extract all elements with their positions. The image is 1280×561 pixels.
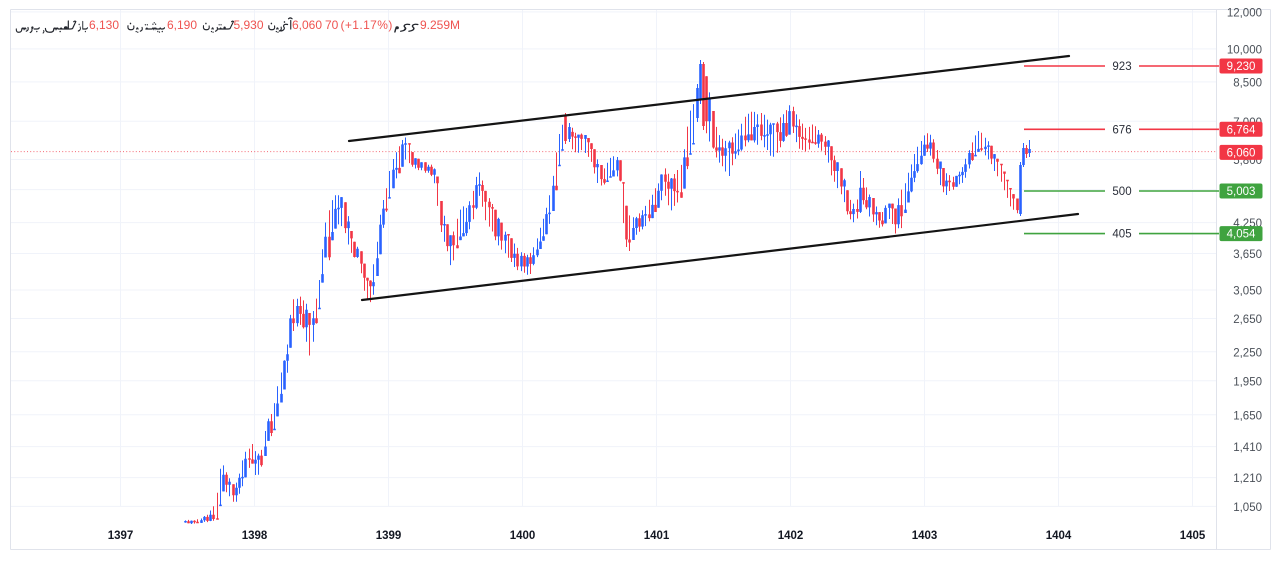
svg-text:6,190: 6,190 — [167, 18, 197, 32]
svg-text:9.259M: 9.259M — [420, 18, 460, 32]
svg-text:405: 405 — [1112, 229, 1131, 241]
svg-text:676: 676 — [1112, 124, 1131, 136]
svg-text:1,950: 1,950 — [1233, 376, 1262, 388]
svg-text:1398: 1398 — [242, 530, 268, 542]
svg-text:2,650: 2,650 — [1233, 314, 1262, 326]
svg-text:3,650: 3,650 — [1233, 249, 1262, 261]
svg-text:(+1.17%): (+1.17%) — [341, 18, 393, 32]
svg-text:6,060: 6,060 — [1227, 147, 1256, 159]
svg-text:3,050: 3,050 — [1233, 286, 1262, 298]
svg-text:6,764: 6,764 — [1227, 124, 1256, 136]
svg-text:1,410: 1,410 — [1233, 442, 1262, 454]
svg-text:70: 70 — [325, 18, 339, 32]
svg-text:500: 500 — [1112, 186, 1131, 198]
svg-text:1399: 1399 — [376, 530, 402, 542]
svg-text:1400: 1400 — [510, 530, 536, 542]
svg-text:10,000: 10,000 — [1227, 45, 1262, 57]
svg-text:1403: 1403 — [912, 530, 938, 542]
svg-text:8,500: 8,500 — [1233, 78, 1262, 90]
svg-text:1397: 1397 — [108, 530, 134, 542]
svg-text:1404: 1404 — [1046, 530, 1072, 542]
svg-text:12,000: 12,000 — [1227, 8, 1262, 20]
svg-text:1,210: 1,210 — [1233, 473, 1262, 485]
svg-text:5,003: 5,003 — [1227, 186, 1256, 198]
svg-text:9,230: 9,230 — [1227, 61, 1256, 73]
svg-text:4,054: 4,054 — [1227, 229, 1256, 241]
svg-text:1405: 1405 — [1180, 530, 1206, 542]
svg-text:6,060: 6,060 — [292, 18, 322, 32]
svg-text:1401: 1401 — [644, 530, 670, 542]
svg-text:5,930: 5,930 — [234, 18, 264, 32]
svg-text:923: 923 — [1112, 61, 1131, 73]
svg-text:2,250: 2,250 — [1233, 347, 1262, 359]
svg-text:1402: 1402 — [778, 530, 804, 542]
svg-text:1,650: 1,650 — [1233, 410, 1262, 422]
svg-text:1,050: 1,050 — [1233, 502, 1262, 514]
svg-text:6,130: 6,130 — [89, 18, 119, 32]
